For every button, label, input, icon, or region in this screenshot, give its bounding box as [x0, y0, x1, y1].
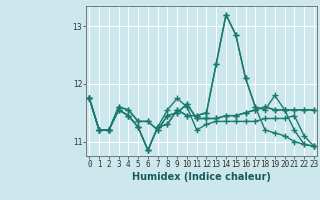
X-axis label: Humidex (Indice chaleur): Humidex (Indice chaleur): [132, 172, 271, 182]
